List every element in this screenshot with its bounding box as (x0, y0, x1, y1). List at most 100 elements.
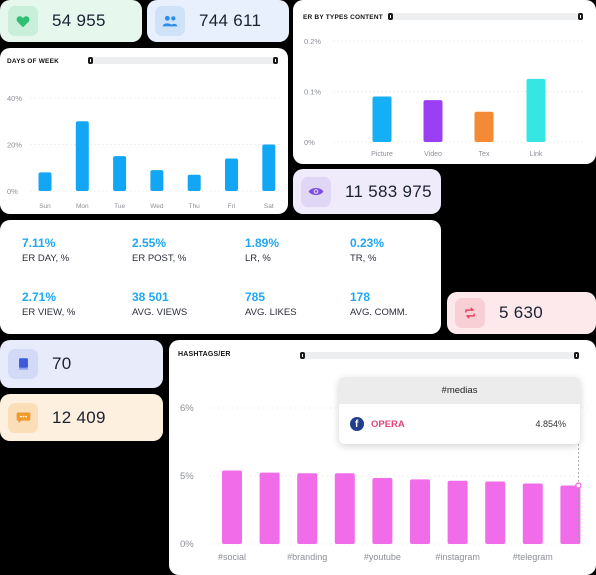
posts-count: 70 (52, 354, 72, 373)
scroll-handle-right[interactable] (273, 57, 278, 64)
scroll-handle-left[interactable] (388, 13, 393, 20)
days-of-week-title: DAYS OF WEEK (7, 58, 60, 65)
er-by-types-panel: ER BY TYPES CONTENT 0% 0.1% 0.2% Picture Vid… (293, 0, 596, 164)
reposts-stat-card: 5 630 (447, 292, 596, 334)
kpi-label: TR, % (350, 253, 377, 264)
eye-icon (301, 176, 331, 207)
facebook-icon: f (350, 417, 364, 431)
bar (334, 473, 355, 544)
days-of-week-scrollbar[interactable] (88, 57, 278, 64)
kpi-value: 0.23% (350, 236, 385, 250)
bar (526, 78, 546, 142)
bar (372, 478, 393, 544)
kpi-value: 178 (350, 290, 371, 304)
scroll-handle-right[interactable] (578, 13, 583, 20)
x-tick-label: Tex (479, 151, 490, 158)
bar (372, 96, 392, 142)
x-tick-label: Thu (189, 203, 201, 210)
x-tick-label: Wed (150, 203, 164, 210)
views-count: 11 583 975 (345, 181, 432, 201)
views-stat-card: 11 583 975 (293, 169, 441, 214)
kpi-label: ER POST, % (132, 253, 187, 264)
x-tick-label: Tue (114, 203, 125, 210)
x-tick-label: Picture (371, 151, 393, 158)
y-tick-label: 0.2% (304, 37, 321, 46)
hashtag-tooltip: #medias f OPERA 4.854% (339, 377, 580, 444)
y-tick-label: 0% (304, 138, 315, 147)
heart-icon (8, 6, 38, 36)
x-tick-label: #telegram (513, 552, 553, 562)
tooltip-value: 4.854% (535, 419, 566, 429)
days-of-week-panel: DAYS OF WEEK 0% 20% 40% Sun Mon Tue Wed Thu Fri S… (0, 48, 288, 214)
x-tick-label: Link (530, 151, 543, 158)
kpi-label: AVG. VIEWS (132, 307, 188, 318)
bar (297, 473, 318, 544)
bar (560, 485, 581, 544)
y-tick-label: 0.1% (304, 88, 321, 97)
kpi-value: 2.71% (22, 290, 57, 304)
x-tick-label: #youtube (364, 552, 401, 562)
x-tick-label: #branding (287, 552, 327, 562)
kpi-value: 38 501 (132, 290, 169, 304)
comments-stat-card: 12 409 (0, 394, 163, 441)
hashtags-er-scrollbar[interactable] (300, 352, 579, 359)
x-tick-label: Video (424, 151, 442, 158)
bar (410, 479, 430, 544)
book-icon (8, 349, 38, 379)
bar (447, 480, 468, 544)
followers-count: 744 611 (199, 11, 262, 30)
likes-stat-card: 54 955 (0, 0, 142, 42)
bar (225, 158, 238, 191)
bar (522, 483, 543, 544)
bar (485, 481, 506, 544)
kpi-panel: 7.11% ER DAY, % 2.55% ER POST, % 1.89% LR, % 0… (0, 220, 441, 334)
kpi-label: LR, % (245, 253, 271, 264)
bar (113, 156, 127, 191)
bar (474, 111, 494, 142)
likes-count: 54 955 (52, 11, 106, 30)
hashtags-er-title: HASHTAGS/ER (178, 351, 231, 358)
y-tick-label: 0% (180, 539, 194, 550)
hashtags-er-panel: HASHTAGS/ER 0% 5% 6% #social #branding #youtu… (169, 340, 596, 575)
comments-count: 12 409 (52, 407, 106, 427)
scroll-handle-left[interactable] (300, 352, 305, 359)
hashtags-er-chart: 0% 5% 6% #social #branding #youtube #instagram… (180, 403, 589, 562)
scroll-handle-right[interactable] (574, 352, 579, 359)
bar (38, 172, 52, 191)
y-tick-label: 6% (180, 403, 194, 414)
scroll-handle-left[interactable] (88, 57, 93, 64)
comment-icon (8, 402, 38, 433)
er-by-types-scrollbar[interactable] (388, 13, 583, 20)
y-tick-label: 40% (7, 94, 22, 103)
kpi-label: ER VIEW, % (22, 307, 76, 318)
x-tick-label: Sat (264, 203, 274, 210)
tooltip-source: OPERA (371, 419, 405, 430)
kpi-value: 1.89% (245, 236, 280, 250)
bar (150, 170, 164, 191)
x-tick-label: Mon (76, 203, 89, 210)
posts-stat-card: 70 (0, 340, 163, 388)
bar (259, 472, 280, 544)
y-tick-label: 0% (7, 187, 18, 196)
bar (187, 174, 201, 191)
bar (75, 121, 89, 191)
repost-icon (455, 298, 485, 328)
bar (222, 470, 242, 544)
hover-point (575, 482, 582, 489)
y-tick-label: 5% (180, 471, 194, 482)
kpi-value: 785 (245, 290, 266, 304)
kpi-value: 2.55% (132, 236, 167, 250)
kpi-label: AVG. COMM. (350, 307, 408, 318)
y-tick-label: 20% (7, 141, 22, 150)
kpi-value: 7.11% (22, 236, 56, 250)
bar (423, 100, 443, 142)
users-icon (155, 6, 185, 36)
days-of-week-chart: 0% 20% 40% Sun Mon Tue Wed Thu Fri Sat (7, 94, 280, 210)
x-tick-label: #social (218, 552, 246, 562)
x-tick-label: Sun (39, 203, 51, 210)
tooltip-header: #medias (339, 377, 580, 404)
x-tick-label: Fri (228, 203, 236, 210)
er-by-types-title: ER BY TYPES CONTENT (303, 14, 383, 21)
kpi-label: ER DAY, % (22, 253, 70, 264)
reposts-count: 5 630 (499, 303, 544, 322)
